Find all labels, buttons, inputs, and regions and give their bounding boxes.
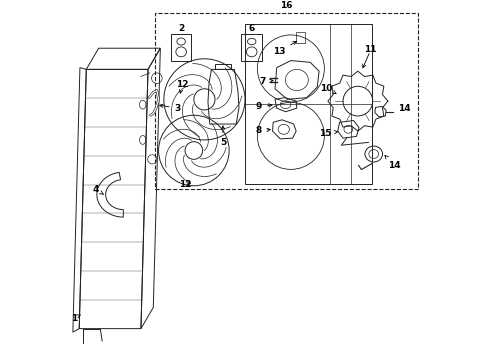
Text: 14: 14 (398, 104, 411, 113)
Text: 11: 11 (364, 45, 376, 54)
Text: 8: 8 (256, 126, 270, 135)
Text: 13: 13 (273, 41, 296, 56)
Bar (171, 34, 192, 60)
Bar (155, 13, 418, 189)
Text: 7: 7 (260, 77, 273, 86)
Text: 10: 10 (320, 84, 336, 94)
Text: 6: 6 (248, 24, 255, 33)
Bar (242, 34, 262, 60)
Text: 9: 9 (256, 102, 272, 111)
Bar (296, 32, 305, 43)
Text: 2: 2 (178, 24, 184, 33)
Text: 14: 14 (385, 156, 400, 170)
Text: 3: 3 (160, 104, 181, 113)
Text: 12: 12 (176, 80, 189, 93)
Text: 4: 4 (92, 185, 104, 194)
Text: 1: 1 (71, 314, 80, 323)
Bar (245, 23, 372, 184)
Text: 12: 12 (179, 180, 191, 189)
Bar (215, 64, 231, 69)
Text: 15: 15 (319, 129, 338, 138)
Text: 5: 5 (220, 126, 226, 147)
Text: 16: 16 (280, 1, 293, 10)
